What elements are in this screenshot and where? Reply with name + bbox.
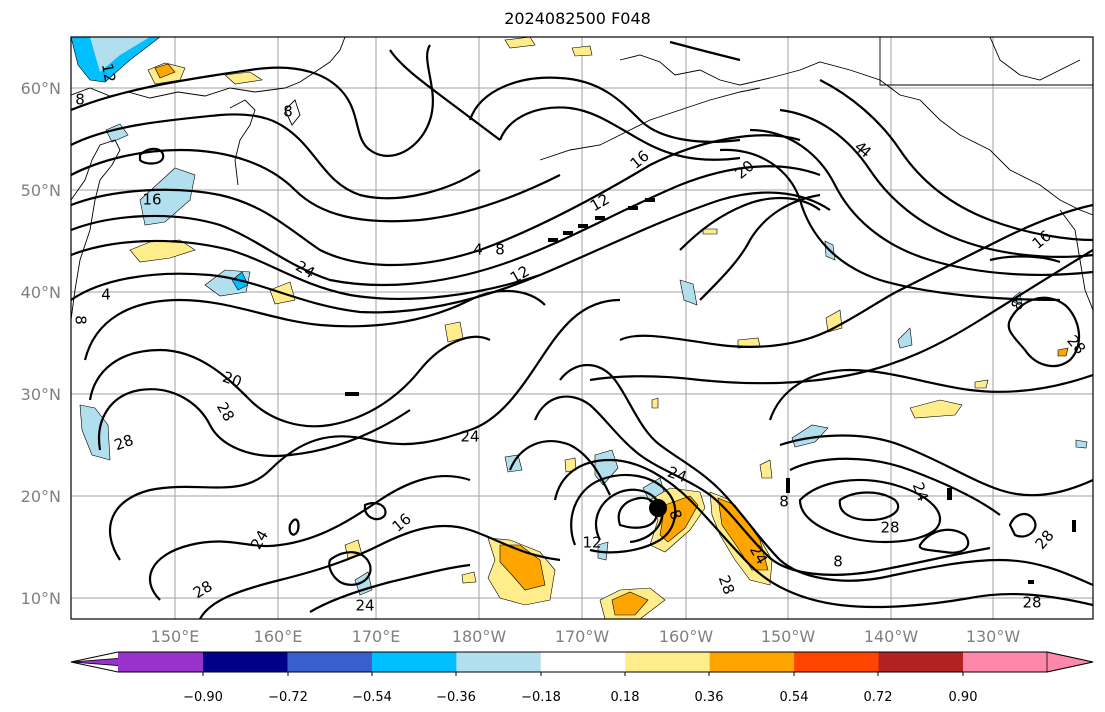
contours xyxy=(71,40,1093,619)
contour-label: 8 xyxy=(779,493,789,511)
colorbar-tick-labels: −0.90 −0.72 −0.54 −0.36 −0.18 0.18 0.36 0.54 0.7… xyxy=(183,672,977,705)
colorbar-tick-label: 0.54 xyxy=(780,690,809,705)
contour-label: 28 xyxy=(880,519,899,537)
lat-label: 40°N xyxy=(21,283,61,302)
contour-label: 28 xyxy=(715,573,738,597)
colorbar-segment xyxy=(794,652,880,672)
colorbar-segment xyxy=(709,652,795,672)
contour-label: 8 xyxy=(283,103,293,121)
map-title: 2024082500 F048 xyxy=(504,9,651,28)
lat-label: 30°N xyxy=(21,385,61,404)
lon-label: 150°E xyxy=(151,627,200,646)
contour-label: 28 xyxy=(112,431,136,454)
colorbar-segment xyxy=(371,652,457,672)
lon-label: 180°W xyxy=(452,627,507,646)
graticule xyxy=(71,37,1093,619)
colorbar-tick-label: −0.36 xyxy=(436,690,476,705)
colorbar-tick-label: 0.18 xyxy=(611,690,640,705)
contour-label: 12 xyxy=(582,534,601,552)
colorbar-outline xyxy=(70,651,1094,673)
lon-label: 160°E xyxy=(254,627,303,646)
colorbar-segment xyxy=(456,652,542,672)
longitude-labels: 150°E 160°E 170°E 180°W 170°W 160°W 150°W 140°W… xyxy=(151,627,1021,646)
latitude-labels: 60°N 50°N 40°N 30°N 20°N 10°N xyxy=(21,79,61,608)
colorbar-segment xyxy=(878,652,964,672)
contour-label: 4 xyxy=(101,286,111,304)
lon-label: 170°W xyxy=(555,627,610,646)
contour-label: 16 xyxy=(142,191,161,209)
contour-label: 24 xyxy=(460,428,479,446)
contour-label: 8 xyxy=(495,241,505,259)
colorbar-extend-high xyxy=(1046,651,1094,673)
blue-shading xyxy=(71,37,1088,596)
lon-label: 160°W xyxy=(659,627,714,646)
lat-label: 10°N xyxy=(21,589,61,608)
colorbar-segment xyxy=(118,652,203,672)
colorbar-segment xyxy=(287,652,373,672)
lon-label: 150°W xyxy=(761,627,816,646)
contour-fragments xyxy=(345,198,1076,584)
colorbar-tick-label: −0.18 xyxy=(521,690,561,705)
contour-label: 24 xyxy=(909,480,932,504)
lat-label: 60°N xyxy=(21,79,61,98)
contour-label: 20 xyxy=(220,368,244,391)
storm-center-marker xyxy=(649,499,667,517)
colorbar-tick-label: −0.72 xyxy=(268,690,308,705)
contour-label: 8 xyxy=(72,315,90,325)
colorbar-tick-label: 0.90 xyxy=(949,690,978,705)
colorbar-segment xyxy=(625,652,711,672)
lat-label: 20°N xyxy=(21,487,61,506)
contour-label: 8 xyxy=(833,553,843,571)
colorbar-segment xyxy=(540,652,626,672)
colorbar-tick-label: −0.54 xyxy=(352,690,392,705)
lon-label: 170°E xyxy=(352,627,401,646)
contour-label: 24 xyxy=(355,597,374,615)
colorbar-tick-label: 0.36 xyxy=(695,690,724,705)
colorbar-tick-label: −0.90 xyxy=(183,690,223,705)
contour-label: 28 xyxy=(1022,594,1041,612)
lon-label: 130°W xyxy=(966,627,1021,646)
colorbar-tick-label: 0.72 xyxy=(864,690,893,705)
contour-label: 24 xyxy=(665,463,689,486)
colorbar-segment xyxy=(963,652,1048,672)
colorbar-segment xyxy=(203,652,288,672)
contour-label: 4 xyxy=(473,241,483,259)
contour-label: 12 xyxy=(98,62,119,84)
lat-label: 50°N xyxy=(21,181,61,200)
colorbar xyxy=(70,651,1094,673)
map-frame xyxy=(70,36,1094,620)
contour-label: 8 xyxy=(75,91,85,109)
lon-label: 140°W xyxy=(864,627,919,646)
